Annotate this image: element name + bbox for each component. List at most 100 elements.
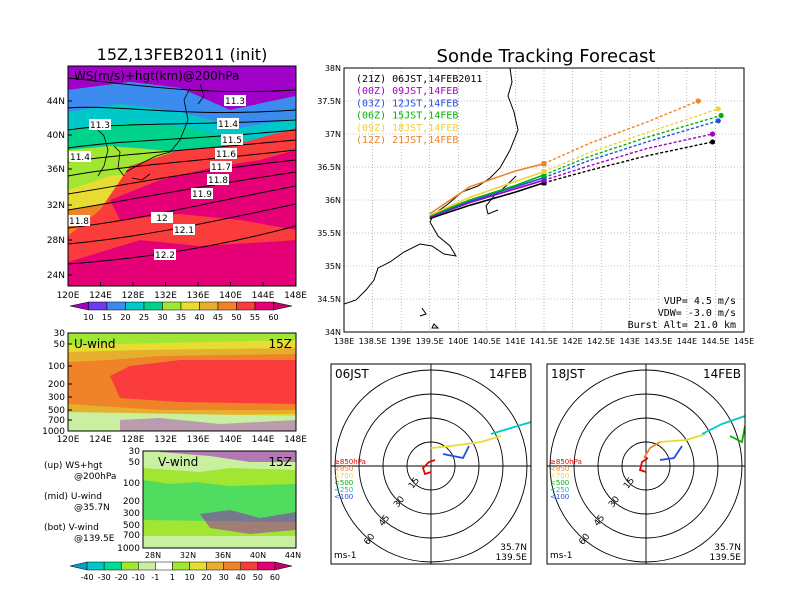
v-p-tick-label: 300 bbox=[123, 509, 140, 519]
u-lon-tick-label: 144E bbox=[252, 435, 275, 445]
v-p-tick-label: 500 bbox=[123, 521, 140, 531]
contour-label: 11.3 bbox=[90, 121, 110, 131]
colorbar-tick-label: 10 bbox=[184, 573, 194, 582]
contour-label: 11.8 bbox=[208, 176, 228, 186]
track-marker bbox=[541, 172, 547, 178]
v-p-tick-label: 50 bbox=[129, 458, 141, 468]
track-4 bbox=[429, 106, 721, 216]
y-tick-label: 36N bbox=[325, 196, 341, 205]
chart-title: Sonde Tracking Forecast bbox=[437, 46, 656, 67]
track-x-ticks: 138E 138.5E 139E 139.5E 140E 140.5E 141E 141.5E… bbox=[334, 337, 754, 346]
contour-label: 11.9 bbox=[192, 190, 212, 200]
colorbar-swatch bbox=[86, 561, 105, 571]
hodo-legend-entry: <700 bbox=[334, 472, 353, 480]
contour-label: 12.2 bbox=[155, 251, 175, 261]
hodo-trace bbox=[490, 421, 531, 435]
colorbar-swatch bbox=[106, 301, 126, 311]
track-marker bbox=[541, 169, 547, 175]
v-p-tick-label: 30 bbox=[129, 447, 141, 457]
colorbar-swatch bbox=[143, 301, 163, 311]
x-tick-label: 141.5E bbox=[530, 337, 558, 346]
hodo-time: 18JST bbox=[551, 367, 585, 381]
u-wind-field bbox=[68, 333, 296, 431]
v-lat-tick-label: 28N bbox=[145, 551, 161, 560]
track-line-dashed bbox=[543, 141, 713, 184]
v-wind-lat-ticks: 28N 32N 36N 40N 44N bbox=[145, 551, 301, 560]
contour-label: 11.5 bbox=[222, 136, 242, 146]
track-legend: (21Z) 06JST,14FEB2011(00Z) 09JST,14FEB(0… bbox=[356, 74, 482, 146]
colorbar-swatch bbox=[254, 301, 274, 311]
ws-field bbox=[68, 66, 296, 286]
x-tick-label: 143.5E bbox=[644, 337, 672, 346]
note-mid-2: @35.7N bbox=[74, 503, 110, 513]
colorbar-swatch bbox=[199, 301, 219, 311]
colorbar-tick-label: 20 bbox=[202, 573, 212, 582]
colorbar-swatch bbox=[180, 301, 200, 311]
v-colorbar: -40 -30 -20 -10 -1 1 10 20 30 40 50 60 bbox=[69, 561, 293, 582]
vdw-annotation: VDW= -3.0 m/s bbox=[658, 308, 736, 319]
legend-entry: (03Z) 12JST,14FEB bbox=[356, 98, 458, 109]
x-tick-label: 144.5E bbox=[701, 337, 729, 346]
colorbar-swatch bbox=[103, 561, 122, 571]
legend-entry: (09Z) 18JST,14FEB bbox=[356, 123, 458, 134]
contour-label-box bbox=[151, 212, 173, 223]
contour-label: 12.1 bbox=[174, 226, 194, 236]
contour-label-box bbox=[210, 161, 232, 172]
colorbar-tick-label: 1 bbox=[170, 573, 175, 582]
track-endpoint bbox=[715, 106, 721, 112]
p-tick-label: 50 bbox=[54, 340, 66, 350]
note-up-1: (up) WS+hgt bbox=[44, 461, 103, 471]
colorbar-tick-label: 10 bbox=[83, 313, 93, 322]
left-title: 15Z,13FEB2011 (init) bbox=[97, 45, 268, 64]
lon-tick-label: 140E bbox=[219, 291, 242, 301]
colorbar-tick-label: 15 bbox=[102, 313, 112, 322]
hodo-frame bbox=[330, 363, 532, 565]
track-3 bbox=[429, 112, 724, 217]
ws-map-label: WS(m/s)+hgt(km)@200hPa bbox=[74, 69, 239, 83]
contour-label: 11.3 bbox=[225, 97, 245, 107]
hodo-lon: 139.5E bbox=[496, 553, 528, 563]
lon-tick-label: 120E bbox=[57, 291, 80, 301]
hodo-legend-entry: <250 bbox=[550, 486, 569, 494]
colorbar-tick-label: -30 bbox=[98, 573, 111, 582]
u-wind-time: 15Z bbox=[269, 337, 293, 351]
y-tick-label: 37.5N bbox=[317, 97, 341, 106]
colorbar-tick-label: 20 bbox=[120, 313, 130, 322]
track-line-dashed bbox=[543, 108, 719, 173]
colorbar-swatch bbox=[217, 301, 237, 311]
track-line-dashed bbox=[543, 100, 699, 165]
hodo-trace bbox=[442, 445, 470, 460]
x-tick-label: 139E bbox=[391, 337, 411, 346]
contour-label-box bbox=[154, 249, 176, 260]
note-up-2: @200hPa bbox=[74, 472, 116, 482]
hodo-trace bbox=[701, 415, 745, 435]
ws-map-lon-ticks: 120E 124E 128E 132E 136E 140E 144E 148E bbox=[57, 282, 307, 301]
contour-label: 12 bbox=[156, 214, 167, 224]
hodograph-left: 06JST 14FEB15304560≥850hPa<850<700<500<25… bbox=[330, 363, 532, 565]
contour-label-box bbox=[221, 134, 243, 145]
colorbar-tick-label: -1 bbox=[151, 573, 159, 582]
v-lat-tick-label: 36N bbox=[215, 551, 231, 560]
v-lat-tick-label: 44N bbox=[285, 551, 301, 560]
legend-entry: (12Z) 21JST,14FEB bbox=[356, 135, 458, 146]
hodograph-right: 18JST 14FEB15304560≥850hPa<850<700<500<25… bbox=[546, 363, 746, 565]
colorbar-swatch bbox=[120, 561, 139, 571]
u-lon-tick-label: 136E bbox=[187, 435, 210, 445]
colorbar-swatch bbox=[236, 301, 256, 311]
colorbar-swatch bbox=[206, 561, 224, 571]
hodo-trace bbox=[729, 425, 745, 444]
u-lon-tick-label: 120E bbox=[57, 435, 80, 445]
contour-label: 11.4 bbox=[70, 153, 90, 163]
note-bot-1: (bot) V-wind bbox=[44, 523, 99, 533]
colorbar-swatch bbox=[223, 561, 242, 571]
track-line-dashed bbox=[543, 120, 719, 179]
colorbar-swatch bbox=[125, 301, 145, 311]
x-tick-label: 143E bbox=[620, 337, 640, 346]
v-wind-label: V-wind bbox=[158, 455, 198, 469]
colorbar-swatch bbox=[162, 301, 182, 311]
contour-label-group: 11.3 11.3 11.4 11.5 11.6 11.7 11.8 11.9 12 12.1 12… bbox=[68, 95, 246, 261]
burst-annotation: Burst Alt= 21.0 km bbox=[628, 320, 736, 331]
p-tick-label: 100 bbox=[48, 362, 65, 372]
